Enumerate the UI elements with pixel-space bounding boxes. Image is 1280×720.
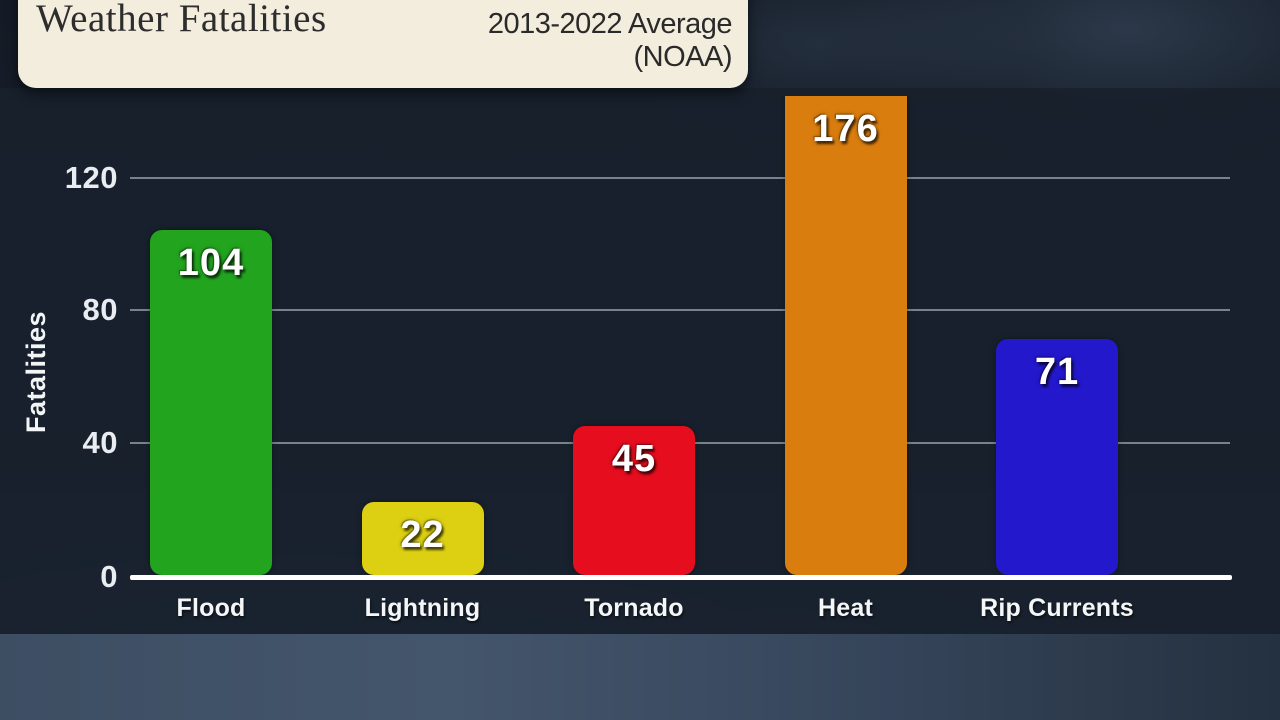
gridline-120 (130, 177, 1230, 179)
bar-heat (784, 96, 907, 575)
y-tick-40: 40 (82, 425, 118, 460)
value-label-rip-currents: 71 (1034, 351, 1080, 393)
bar-flood (150, 230, 272, 575)
plot-area: 104 22 45 176 71 (0, 96, 1280, 575)
y-tick-80: 80 (82, 292, 118, 327)
y-tick-120: 120 (64, 160, 118, 195)
bar-lightning (361, 502, 484, 575)
gridline-80 (130, 309, 1230, 311)
bar-rip-currents (996, 339, 1118, 575)
category-label-rip-currents: Rip Currents (980, 594, 1134, 622)
chart-title: Weather Fatalities (36, 0, 327, 40)
category-label-heat: Heat (818, 594, 873, 622)
chart-subtitle: 2013-2022 Average (NOAA) (487, 7, 733, 73)
y-tick-0: 0 (100, 559, 118, 594)
title-card: Weather Fatalities 2013-2022 Average (NO… (18, 0, 748, 88)
category-label-lightning: Lightning (364, 594, 481, 622)
x-axis-line (130, 575, 1232, 580)
category-label-flood: Flood (176, 594, 246, 622)
value-label-tornado: 45 (611, 438, 657, 480)
category-label-tornado: Tornado (584, 594, 684, 622)
value-label-lightning: 22 (400, 514, 445, 556)
value-label-flood: 104 (177, 242, 245, 284)
background-lower-band (0, 634, 1280, 720)
value-label-heat: 176 (812, 108, 879, 150)
bar-tornado (573, 426, 695, 575)
